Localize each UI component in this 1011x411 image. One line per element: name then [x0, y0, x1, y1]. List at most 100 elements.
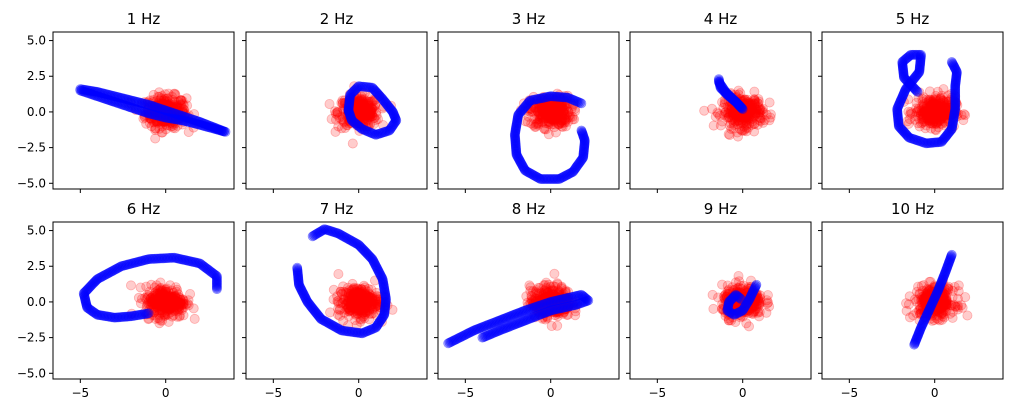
noise-point: [359, 303, 370, 314]
signal-point: [129, 96, 140, 107]
noise-point: [541, 100, 552, 111]
signal-point: [128, 96, 138, 106]
noise-point: [343, 296, 354, 307]
noise-point: [369, 113, 380, 124]
noise-point: [925, 96, 936, 107]
noise-point: [150, 289, 161, 300]
noise-point: [737, 103, 748, 114]
noise-point: [537, 106, 548, 117]
signal-point: [949, 111, 959, 122]
noise-point: [938, 96, 949, 107]
noise-point: [346, 100, 357, 111]
noise-point: [357, 111, 368, 122]
noise-point: [557, 103, 568, 114]
noise-point: [152, 102, 163, 113]
noise-point: [353, 292, 364, 303]
noise-point: [759, 115, 770, 126]
signal-point: [541, 92, 552, 102]
signal-point: [910, 84, 920, 94]
noise-point: [348, 98, 359, 109]
noise-point: [358, 94, 369, 105]
noise-point: [748, 111, 759, 122]
noise-point: [163, 88, 174, 99]
noise-point: [125, 97, 136, 108]
signal-point: [892, 109, 903, 119]
noise-point: [939, 108, 950, 119]
noise-point: [350, 295, 361, 306]
signal-point: [112, 263, 123, 274]
noise-point: [739, 107, 750, 118]
noise-point: [921, 98, 932, 109]
signal-point: [152, 110, 163, 121]
noise-point: [182, 298, 193, 309]
signal-point: [926, 137, 937, 148]
noise-point: [167, 311, 178, 322]
noise-point: [730, 92, 741, 103]
noise-point: [333, 303, 344, 314]
noise-point: [350, 105, 361, 116]
signal-point: [344, 95, 355, 106]
noise-point: [544, 112, 555, 123]
noise-point: [142, 308, 153, 319]
noise-point: [179, 108, 190, 119]
noise-point: [358, 303, 369, 314]
signal-point: [111, 91, 121, 102]
noise-point: [177, 105, 188, 116]
noise-point: [358, 311, 369, 322]
noise-point: [548, 105, 559, 116]
noise-point: [924, 109, 935, 120]
noise-point: [757, 105, 768, 116]
noise-point: [157, 99, 168, 110]
noise-point: [543, 107, 554, 118]
noise-point: [733, 270, 744, 281]
noise-point: [169, 107, 180, 118]
noise-point: [141, 294, 152, 305]
signal-point: [186, 256, 197, 267]
noise-point: [371, 296, 382, 307]
noise-point: [152, 111, 163, 122]
noise-point: [351, 109, 362, 120]
noise-point: [158, 100, 169, 111]
signal-point: [95, 87, 106, 98]
signal-point: [84, 304, 95, 315]
signal-point: [119, 93, 130, 104]
signal-point: [211, 124, 222, 135]
signal-point: [82, 88, 93, 98]
signal-point: [205, 121, 216, 131]
signal-point: [541, 174, 552, 184]
noise-point: [167, 107, 178, 118]
signal-point: [140, 107, 151, 118]
noise-point: [550, 109, 561, 120]
plot-area: [324, 81, 402, 149]
noise-point: [353, 304, 364, 315]
noise-point: [149, 293, 160, 304]
noise-point: [733, 131, 744, 142]
noise-point: [532, 95, 543, 106]
noise-point: [933, 107, 944, 118]
noise-point: [338, 286, 349, 297]
noise-point: [139, 97, 150, 108]
noise-point: [550, 107, 561, 118]
signal-point: [579, 142, 589, 153]
signal-point: [522, 98, 533, 109]
noise-point: [921, 94, 932, 105]
signal-point: [172, 253, 182, 264]
noise-point: [930, 118, 941, 129]
noise-point: [541, 106, 552, 117]
noise-point: [336, 123, 347, 134]
noise-point: [764, 115, 775, 126]
signal-point: [79, 290, 90, 301]
noise-point: [919, 116, 930, 127]
signal-point: [372, 129, 382, 140]
noise-point: [354, 299, 365, 310]
noise-point: [522, 105, 533, 116]
x-tick-label: −5: [264, 386, 282, 400]
noise-point: [921, 113, 932, 124]
noise-point: [169, 295, 180, 306]
noise-point: [743, 109, 754, 120]
signal-point: [345, 89, 356, 100]
noise-point: [362, 286, 373, 297]
noise-point: [360, 290, 371, 301]
noise-point: [567, 111, 578, 122]
noise-point: [352, 115, 363, 126]
